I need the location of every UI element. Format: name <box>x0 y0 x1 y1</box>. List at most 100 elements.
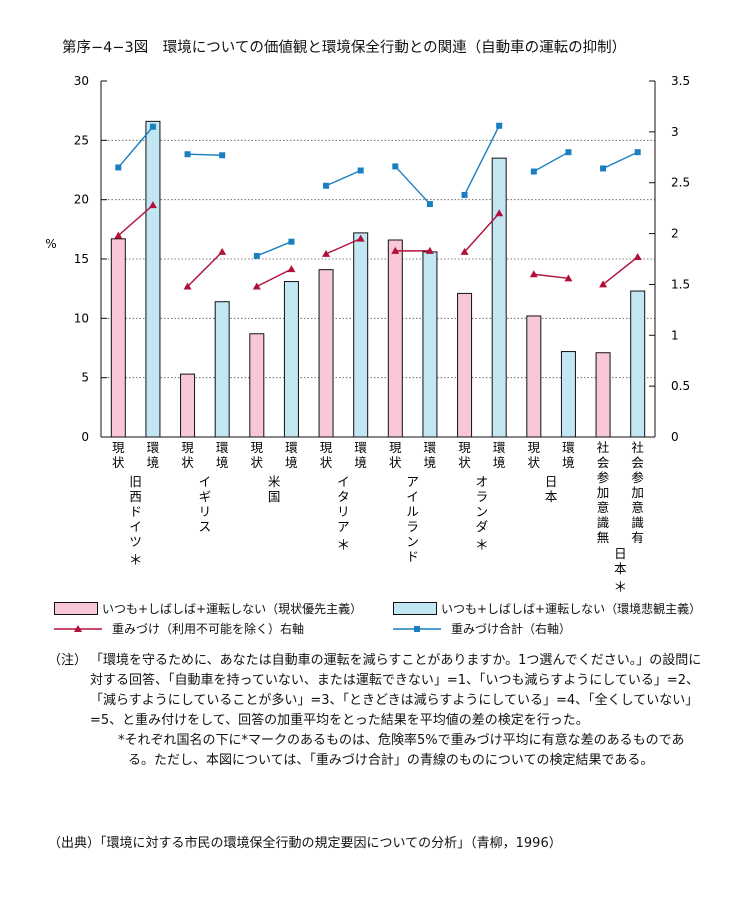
data-point-square <box>634 149 641 156</box>
data-point-square <box>530 168 537 175</box>
legend-swatch-pink <box>54 602 98 615</box>
group-label: ラ <box>406 519 419 534</box>
data-point-triangle <box>287 265 296 273</box>
category-label: 社 <box>597 440 610 455</box>
group-label: タ <box>337 489 350 504</box>
group-label: ル <box>406 504 419 519</box>
group-label: 国 <box>268 489 281 504</box>
data-point-triangle <box>495 209 504 217</box>
category-label: 無 <box>597 530 610 545</box>
category-label: 境 <box>424 455 437 470</box>
category-label: 状 <box>320 455 333 470</box>
group-label: ド <box>129 504 142 519</box>
bar <box>180 373 196 438</box>
series-line <box>602 256 639 285</box>
legend-line-red <box>54 624 102 632</box>
bar <box>422 251 438 438</box>
category-label: 環 <box>562 440 575 455</box>
y-tick-label: 20 <box>74 193 89 207</box>
group-label: 本 <box>545 489 558 504</box>
category-label: 加 <box>597 485 610 500</box>
data-point-triangle <box>425 246 434 254</box>
data-point-triangle <box>356 234 365 242</box>
bar <box>595 352 611 438</box>
bar <box>630 290 646 438</box>
notes-label: （注） <box>48 653 88 668</box>
data-point-square <box>115 164 122 171</box>
notes-text: 「環境を守るために、あなたは自動車の運転を減らすことがありますか。1つ選んでくだ… <box>90 653 702 728</box>
source-label: （出典） <box>48 836 101 851</box>
significance-mark: ＊ <box>475 538 489 554</box>
data-point-triangle <box>218 247 227 255</box>
series-line <box>117 204 154 237</box>
category-label: 会 <box>631 455 644 470</box>
group-label: 日 <box>614 546 627 561</box>
category-label: 環 <box>147 440 160 455</box>
group-label: 日 <box>545 474 558 489</box>
category-label: 社 <box>631 440 644 455</box>
series-line <box>533 273 569 280</box>
group-label: ン <box>406 534 419 549</box>
bar <box>457 292 473 438</box>
y-axis-label: % <box>45 237 56 251</box>
series-line <box>533 151 569 173</box>
group-label: イ <box>406 489 419 504</box>
category-label: 環 <box>424 440 437 455</box>
category-label: 状 <box>181 455 194 470</box>
category-label: 意 <box>597 500 610 515</box>
category-label: 参 <box>631 470 644 485</box>
category-label: 状 <box>389 455 402 470</box>
data-point-triangle <box>148 201 157 209</box>
legend-swatch-blue <box>393 602 437 615</box>
significance-mark: ＊ <box>613 580 627 596</box>
category-label: 現 <box>181 440 194 455</box>
source-text: 「環境に対する市民の環境保全行動の規定要因についての分析」（青柳，1996） <box>100 836 562 851</box>
source: （出典）「環境に対する市民の環境保全行動の規定要因についての分析」（青柳，199… <box>48 832 562 851</box>
legend-label-line-total: 重みづけ合計（右軸） <box>451 622 572 636</box>
data-point-triangle <box>252 282 261 290</box>
y-tick-label: 5 <box>81 371 89 385</box>
significance-mark: ＊ <box>129 553 143 569</box>
series-line <box>117 126 154 168</box>
data-point-triangle <box>183 282 192 290</box>
data-point-triangle <box>529 270 538 278</box>
group-label: リ <box>337 504 350 519</box>
series-line <box>325 238 361 255</box>
category-label: 参 <box>597 470 610 485</box>
chart: 0 5 10 15 20 25 30 0 0.5 1 1.5 2 2.5 3 3.5% 現状 環境 現状 環境 現状 環… <box>45 74 690 596</box>
data-point-square <box>496 122 503 129</box>
bar <box>353 232 369 438</box>
category-label: 現 <box>320 440 333 455</box>
data-point-triangle <box>633 252 642 260</box>
group-label: ド <box>406 549 419 564</box>
bar <box>526 315 542 438</box>
category-label: 境 <box>285 455 298 470</box>
legend-line-weighted: 重みづけ（利用不可能を除く）右軸 <box>54 620 304 637</box>
category-label: 境 <box>216 455 229 470</box>
group-label: ツ <box>129 534 142 549</box>
category-label: 状 <box>251 455 264 470</box>
data-point-square <box>184 151 191 158</box>
group-label: リ <box>199 504 212 519</box>
legend-label-bar-env: いつも+しばしば+運転しない（環境悲観主義） <box>441 602 702 616</box>
data-point-square <box>565 149 572 156</box>
category-label: 環 <box>216 440 229 455</box>
group-label: 旧 <box>129 474 142 489</box>
bar <box>110 238 126 438</box>
y-tick-label: 10 <box>74 311 89 325</box>
data-point-triangle <box>460 247 469 255</box>
y2-tick-label: 3.5 <box>671 74 690 88</box>
bar <box>491 157 507 438</box>
group-label: ア <box>406 474 419 489</box>
bar <box>145 120 161 438</box>
data-point-square <box>253 252 260 259</box>
series-line <box>256 268 292 288</box>
chart-title: 第序−4−3図 環境についての価値観と環境保全行動との関連（自動車の運転の抑制） <box>62 40 627 56</box>
series-line <box>187 153 223 156</box>
data-point-triangle <box>391 246 400 254</box>
category-label: 環 <box>493 440 506 455</box>
category-label: 境 <box>147 455 160 470</box>
category-label: 環 <box>285 440 298 455</box>
group-label: ギ <box>199 489 212 504</box>
data-point-square <box>392 163 399 170</box>
